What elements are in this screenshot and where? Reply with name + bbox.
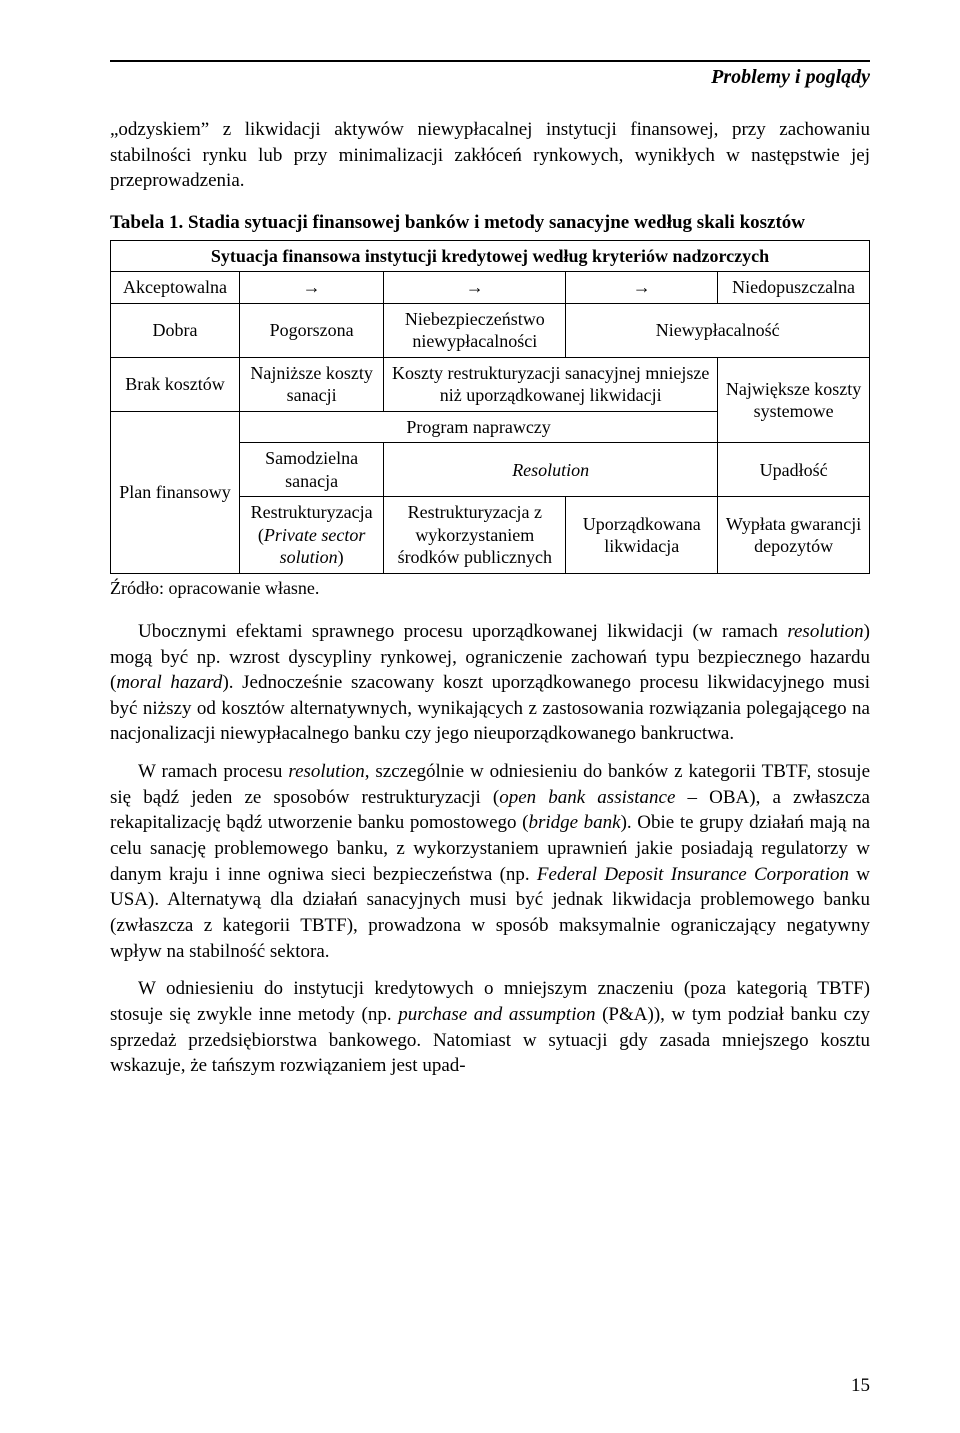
paragraph-intro: „odzyskiem” z likwidacji aktywów niewypł… bbox=[110, 117, 870, 194]
cell-unacceptable: Niedopuszczalna bbox=[718, 272, 870, 304]
table-source: Źródło: opracowanie własne. bbox=[110, 578, 870, 599]
table-label: Tabela 1. bbox=[110, 212, 183, 233]
table-title: Stadia sytuacji finansowej banków i meto… bbox=[183, 212, 805, 233]
paragraph-resolution-process: W ramach procesu resolution, szczególnie… bbox=[110, 759, 870, 964]
page-number: 15 bbox=[851, 1375, 870, 1397]
cell-arrow-1: → bbox=[240, 272, 384, 304]
cell-acceptable: Akceptowalna bbox=[111, 272, 240, 304]
running-header: Problemy i poglądy bbox=[110, 66, 870, 89]
cell-bankruptcy: Upadłość bbox=[718, 443, 870, 497]
cell-worsened: Pogorszona bbox=[240, 303, 384, 357]
cell-recovery-program: Program naprawczy bbox=[240, 411, 718, 443]
cell-private-sector: Restruk­turyzacja (Private sector soluti… bbox=[240, 497, 384, 574]
cell-lowest-costs: Najniższe koszty sanacji bbox=[240, 357, 384, 411]
financial-stages-table: Sytuacja finansowa instytucji kredytowej… bbox=[110, 240, 870, 574]
paragraph-side-effects: Ubocznymi efektami sprawnego procesu upo… bbox=[110, 619, 870, 747]
cell-arrow-2: → bbox=[384, 272, 566, 304]
header-rule bbox=[110, 60, 870, 62]
cell-arrow-3: → bbox=[566, 272, 718, 304]
paragraph-other-methods: W odniesieniu do instytucji kredytowych … bbox=[110, 976, 870, 1079]
cell-no-costs: Brak kosztów bbox=[111, 357, 240, 411]
cell-self-sanation: Samodzielna sanacja bbox=[240, 443, 384, 497]
cell-good: Dobra bbox=[111, 303, 240, 357]
cell-insolvency-danger: Niebezpieczeństwo niewypłacalności bbox=[384, 303, 566, 357]
cell-resolution: Resolution bbox=[384, 443, 718, 497]
table-header: Sytuacja finansowa instytucji kredytowej… bbox=[111, 240, 870, 272]
cell-restructuring-costs: Koszty restrukturyzacji sanacyjnej mniej… bbox=[384, 357, 718, 411]
cell-financial-plan: Plan finansowy bbox=[111, 411, 240, 573]
cell-largest-costs: Największe koszty systemowe bbox=[718, 357, 870, 443]
cell-public-funds: Restrukturyzacja z wykorzystaniem środkó… bbox=[384, 497, 566, 574]
cell-deposit-guarantee: Wypłata gwarancji depozytów bbox=[718, 497, 870, 574]
table-caption: Tabela 1. Stadia sytuacji finansowej ban… bbox=[110, 212, 870, 234]
cell-orderly-liquidation: Uporządko­wana likwidacja bbox=[566, 497, 718, 574]
cell-insolvency: Niewypłacalność bbox=[566, 303, 870, 357]
